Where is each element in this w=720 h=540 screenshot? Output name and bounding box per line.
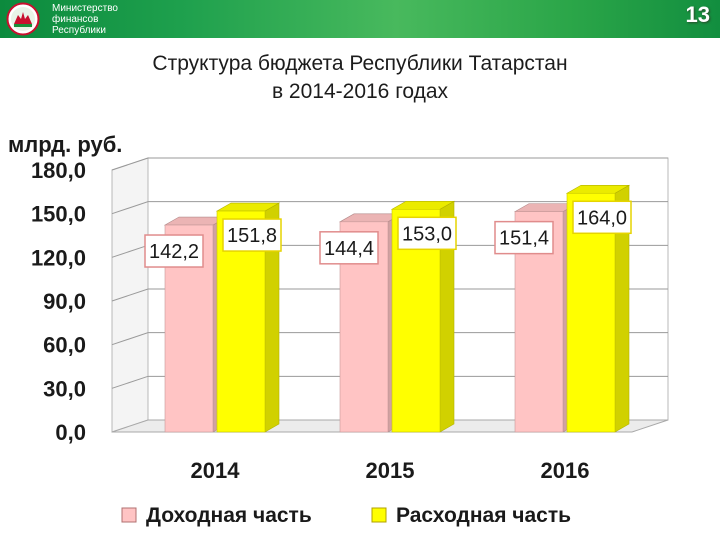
- x-category-label: 2014: [191, 458, 241, 483]
- svg-text:151,4: 151,4: [499, 228, 549, 250]
- legend-swatch: [372, 508, 386, 522]
- legend-item-expense: Расходная часть: [372, 504, 571, 527]
- x-axis-categories: 2014 2015 2016: [191, 458, 590, 483]
- x-category-label: 2016: [541, 458, 590, 483]
- legend-swatch: [122, 508, 136, 522]
- y-tick-label: 30,0: [43, 376, 86, 401]
- data-label: 151,4: [495, 222, 553, 254]
- y-axis-ticks: 0,0 30,0 60,0 90,0 120,0 150,0 180,0: [31, 158, 86, 445]
- legend-label: Доходная часть: [146, 504, 312, 527]
- x-category-label: 2015: [366, 458, 415, 483]
- y-tick-label: 90,0: [43, 289, 86, 314]
- svg-text:144,4: 144,4: [324, 238, 374, 260]
- data-label: 164,0: [573, 201, 631, 233]
- y-tick-label: 60,0: [43, 333, 86, 358]
- svg-text:142,2: 142,2: [149, 241, 199, 263]
- y-tick-label: 150,0: [31, 202, 86, 227]
- svg-text:153,0: 153,0: [402, 223, 452, 245]
- svg-text:151,8: 151,8: [227, 225, 277, 247]
- legend: Доходная часть Расходная часть: [122, 504, 571, 527]
- data-label: 144,4: [320, 232, 378, 264]
- y-tick-label: 120,0: [31, 245, 86, 270]
- y-tick-label: 180,0: [31, 158, 86, 183]
- y-axis-unit-label: млрд. руб.: [8, 132, 122, 157]
- y-tick-label: 0,0: [55, 420, 86, 445]
- svg-text:164,0: 164,0: [577, 207, 627, 229]
- legend-item-income: Доходная часть: [122, 504, 312, 527]
- legend-label: Расходная часть: [396, 504, 571, 527]
- data-label: 151,8: [223, 219, 281, 251]
- data-label: 142,2: [145, 235, 203, 267]
- data-label: 153,0: [398, 217, 456, 249]
